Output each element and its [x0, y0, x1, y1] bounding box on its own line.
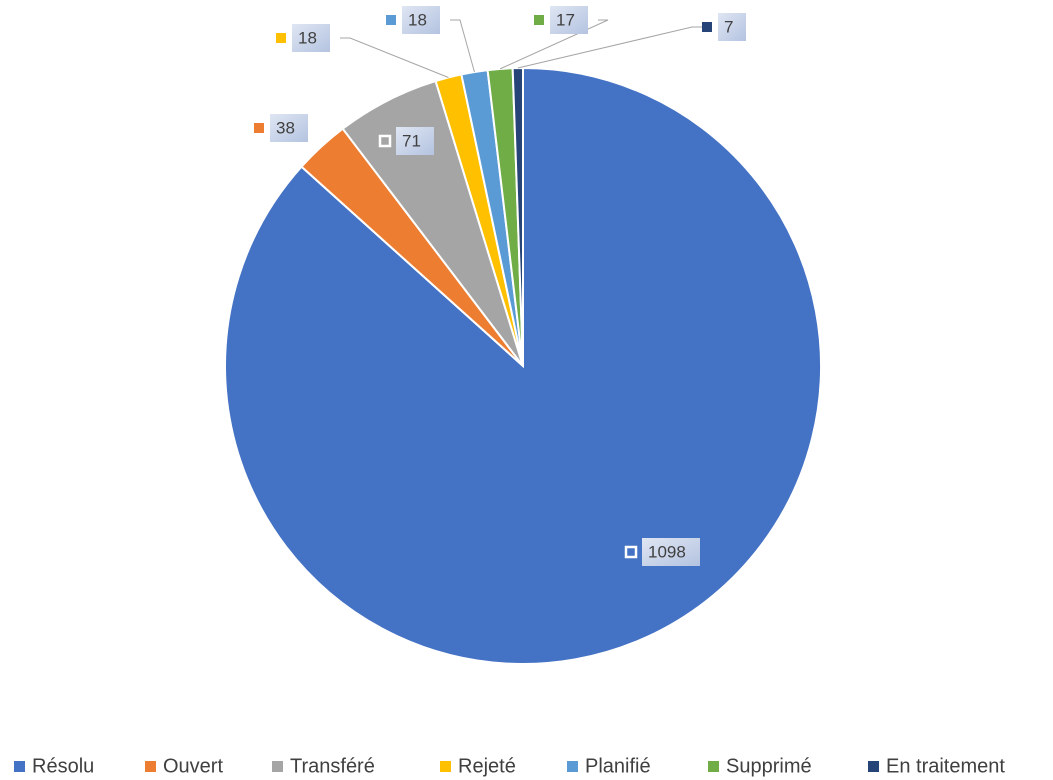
- data-label: 18: [298, 28, 317, 47]
- legend-key: [567, 761, 578, 772]
- label-key: [378, 134, 392, 148]
- label-box: [402, 6, 440, 34]
- label-box: [396, 127, 434, 155]
- leader-line: [517, 26, 702, 69]
- label-box: [550, 6, 588, 34]
- leader-line: [340, 37, 449, 78]
- label-box: [642, 538, 700, 566]
- legend: Résolu Ouvert Transféré Rejeté Planifié Suppr…: [14, 755, 1005, 777]
- legend-label: Planifié: [585, 755, 651, 777]
- pie-slice: [511, 66, 524, 367]
- label-key: [276, 33, 286, 43]
- data-labels: 1098 38 71 18 18 17 7: [254, 6, 746, 566]
- legend-key: [708, 761, 719, 772]
- data-label: 18: [408, 10, 427, 29]
- legend-key: [14, 761, 25, 772]
- leader-line: [499, 19, 609, 70]
- label-key: [624, 545, 638, 559]
- label-key: [702, 22, 712, 32]
- legend-key: [272, 761, 283, 772]
- data-label: 7: [724, 17, 733, 36]
- legend-label: Transféré: [290, 755, 375, 777]
- legend-key: [145, 761, 156, 772]
- label-box: [718, 13, 746, 41]
- data-label: 71: [402, 131, 421, 150]
- legend-label: Rejeté: [458, 755, 516, 777]
- label-key: [254, 123, 264, 133]
- label-box: [270, 114, 308, 142]
- legend-key: [440, 761, 451, 772]
- legend-label: Ouvert: [163, 755, 223, 777]
- label-key: [386, 15, 396, 25]
- leader-line: [450, 19, 475, 73]
- label-box: [292, 24, 330, 52]
- data-label: 38: [276, 118, 295, 137]
- pie: [224, 66, 822, 665]
- data-label: 1098: [648, 542, 686, 561]
- label-key: [534, 15, 544, 25]
- legend-label: Supprimé: [726, 755, 812, 777]
- data-label: 17: [556, 10, 575, 29]
- legend-label: Résolu: [32, 755, 94, 777]
- legend-key: [868, 761, 879, 772]
- legend-label: En traitement: [886, 755, 1005, 777]
